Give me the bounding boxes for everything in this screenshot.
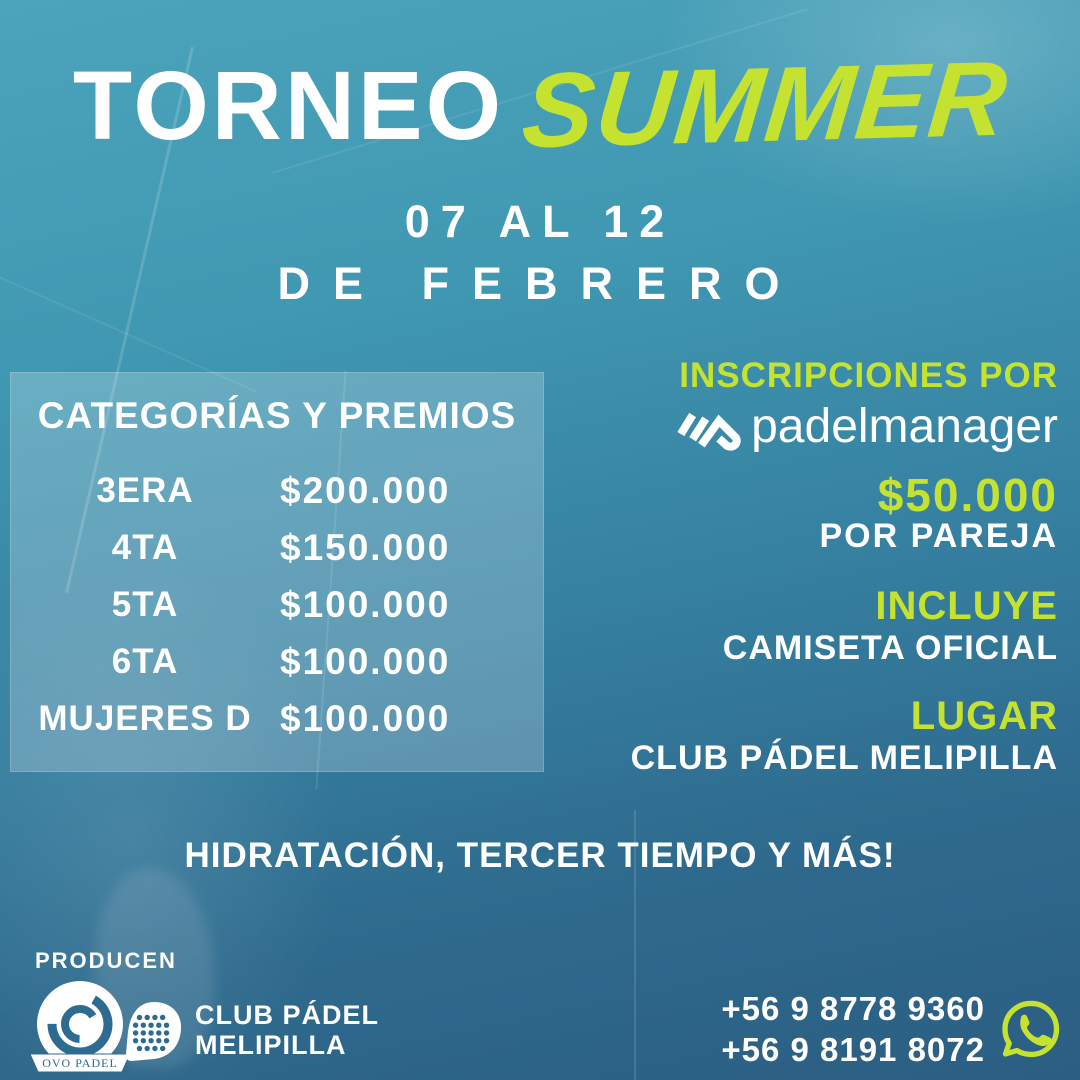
club-padel-melipilla-brand: CLUB PÁDEL MELIPILLA xyxy=(124,1000,379,1062)
poster-title: TORNEO SUMMER xyxy=(0,40,1080,171)
ovo-padel-logo-icon: OVO PADEL xyxy=(29,981,131,1073)
registration-fee: $50.000 xyxy=(877,469,1058,521)
table-row: MUJERES D $100.000 xyxy=(10,690,544,747)
category-name: 4TA xyxy=(111,527,179,567)
categories-table: 3ERA $200.000 4TA $150.000 5TA $100.000 … xyxy=(10,462,544,747)
club-name: CLUB PÁDEL MELIPILLA xyxy=(195,1001,379,1060)
date-range: 07 AL 12 xyxy=(404,196,676,247)
phone-number-1[interactable]: +56 9 8778 9360 xyxy=(721,990,985,1027)
club-name-line1: CLUB PÁDEL xyxy=(195,1000,379,1031)
table-row: 3ERA $200.000 xyxy=(10,462,544,519)
contact-phones: +56 9 8778 9360 +56 9 8191 8072 xyxy=(721,988,985,1070)
includes-heading: INCLUYE xyxy=(875,584,1058,628)
table-row: 5TA $100.000 xyxy=(10,576,544,633)
category-prize: $100.000 xyxy=(280,697,451,739)
registration-fee-unit: POR PAREJA xyxy=(819,517,1058,555)
title-summer: SUMMER xyxy=(517,39,1014,171)
venue-heading: LUGAR xyxy=(910,694,1058,738)
title-torneo: TORNEO xyxy=(72,50,505,160)
table-row: 6TA $100.000 xyxy=(10,633,544,690)
padelmanager-logo-icon xyxy=(677,412,741,451)
category-name: MUJERES D xyxy=(38,698,252,738)
date-month: DE FEBRERO xyxy=(277,258,803,309)
table-row: 4TA $150.000 xyxy=(10,519,544,576)
whatsapp-icon[interactable] xyxy=(997,996,1065,1064)
registration-heading: INSCRIPCIONES POR xyxy=(679,356,1058,395)
category-prize: $200.000 xyxy=(280,469,451,511)
category-name: 5TA xyxy=(111,584,179,624)
padelmanager-brand[interactable]: padelmanager xyxy=(675,398,1058,454)
producers-heading: PRODUCEN xyxy=(35,948,177,973)
phone-number-2[interactable]: +56 9 8191 8072 xyxy=(721,1031,985,1068)
category-name: 3ERA xyxy=(96,470,194,510)
categories-panel: CATEGORÍAS Y PREMIOS 3ERA $200.000 4TA $… xyxy=(10,372,544,772)
club-name-line2: MELIPILLA xyxy=(195,1030,347,1060)
category-prize: $100.000 xyxy=(280,583,451,625)
venue-name: CLUB PÁDEL MELIPILLA xyxy=(630,739,1058,777)
categories-title: CATEGORÍAS Y PREMIOS xyxy=(37,395,517,436)
category-prize: $150.000 xyxy=(280,526,451,568)
extras-line: HIDRATACIÓN, TERCER TIEMPO Y MÁS! xyxy=(184,836,896,875)
includes-item: CAMISETA OFICIAL xyxy=(722,629,1058,667)
category-prize: $100.000 xyxy=(280,640,451,682)
padelmanager-wordmark: padelmanager xyxy=(751,399,1058,453)
category-name: 6TA xyxy=(111,641,179,681)
padel-racket-icon xyxy=(125,1002,182,1061)
ovo-padel-label: OVO PADEL xyxy=(42,1056,118,1070)
